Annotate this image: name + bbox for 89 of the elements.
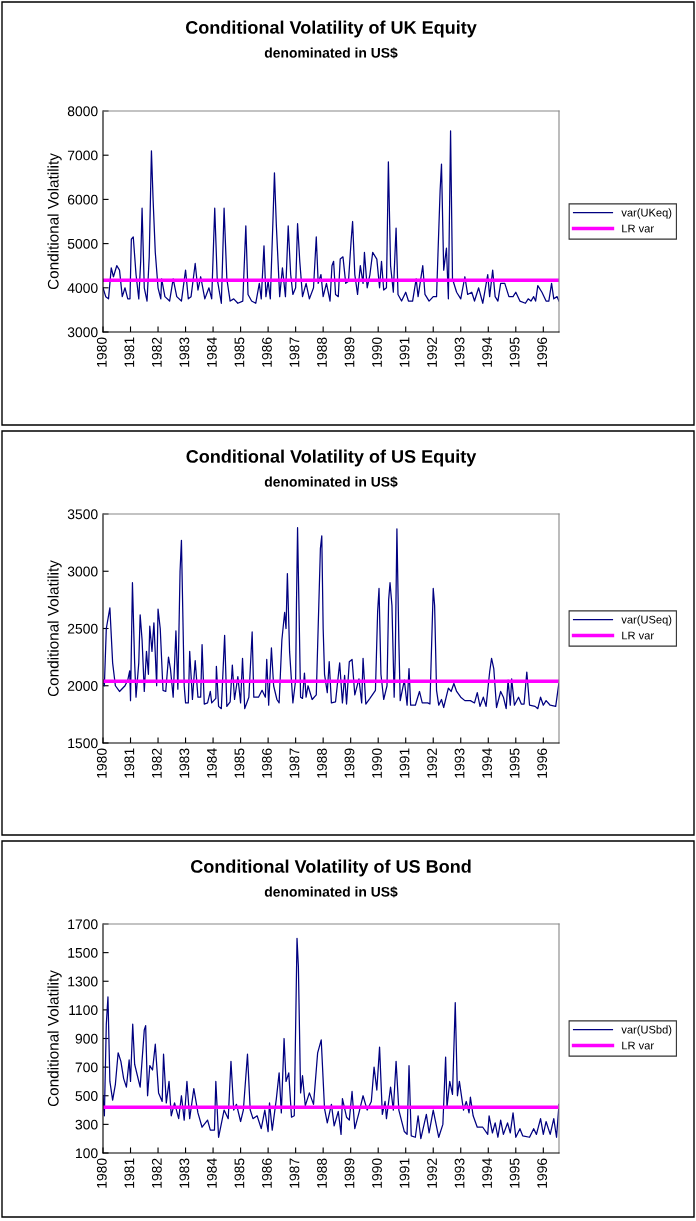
x-tick-label: 1989 xyxy=(344,748,355,778)
line-series xyxy=(103,130,559,304)
x-tick-label: 1985 xyxy=(234,1158,245,1188)
x-tick-label: 1980 xyxy=(96,1158,107,1188)
x-tick-label: 1983 xyxy=(179,748,190,778)
y-tick-label: 500 xyxy=(75,1091,98,1101)
x-tick-label: 1987 xyxy=(289,337,300,367)
y-tick-label: 2500 xyxy=(67,623,98,634)
x-tick-label: 1986 xyxy=(262,748,272,778)
legend-label: var(USbd) xyxy=(621,1025,672,1036)
x-tick-label: 1992 xyxy=(427,748,437,778)
x-tick-label: 1982 xyxy=(151,748,162,778)
legend-label: var(USeq) xyxy=(621,615,672,626)
x-tick-label: 1980 xyxy=(96,337,107,367)
y-tick-label: 6000 xyxy=(67,194,98,205)
x-tick-label: 1984 xyxy=(206,748,217,778)
x-tick-label: 1990 xyxy=(372,748,382,778)
x-tick-label: 1991 xyxy=(399,748,410,778)
x-tick-label: 1995 xyxy=(509,1158,520,1188)
x-tick-label: 1982 xyxy=(151,1158,162,1188)
x-tick-label: 1995 xyxy=(509,337,520,367)
x-tick-label: 1993 xyxy=(454,1158,465,1188)
x-tick-label: 1990 xyxy=(372,1158,382,1188)
y-tick-label: 1300 xyxy=(68,976,98,987)
x-tick-label: 1983 xyxy=(179,337,190,367)
y-tick-label: 8000 xyxy=(67,106,98,117)
x-tick-label: 1987 xyxy=(289,748,300,778)
y-tick-label: 2000 xyxy=(67,681,98,691)
y-tick-label: 1100 xyxy=(69,1005,98,1016)
x-tick-label: 1988 xyxy=(317,1158,327,1188)
y-tick-label: 3000 xyxy=(67,327,98,338)
y-axis-title: Conditional Volatility xyxy=(47,153,62,290)
y-axis-title: Conditional Volatility xyxy=(47,970,62,1107)
x-tick-label: 1996 xyxy=(537,337,548,367)
chart-subtitle: denominated in US$ xyxy=(264,886,398,898)
x-tick-label: 1981 xyxy=(124,1158,135,1188)
y-tick-label: 7000 xyxy=(67,150,98,161)
x-tick-label: 1986 xyxy=(262,1158,272,1188)
y-tick-label: 700 xyxy=(75,1062,98,1073)
y-tick-label: 100 xyxy=(76,1148,98,1159)
x-tick-label: 1988 xyxy=(317,337,327,367)
x-tick-label: 1993 xyxy=(454,748,465,778)
x-tick-label: 1981 xyxy=(124,337,135,367)
x-tick-label: 1988 xyxy=(317,748,327,778)
x-tick-label: 1991 xyxy=(399,1158,410,1188)
x-tick-label: 1991 xyxy=(399,337,410,367)
chart-title: Conditional Volatility of UK Equity xyxy=(185,20,477,38)
y-tick-label: 900 xyxy=(75,1033,98,1044)
x-tick-label: 1981 xyxy=(124,748,135,778)
x-tick-label: 1984 xyxy=(206,337,217,367)
x-tick-label: 1982 xyxy=(151,337,162,367)
x-tick-label: 1985 xyxy=(234,337,245,367)
x-tick-label: 1983 xyxy=(179,1158,190,1188)
legend-label: LR var xyxy=(622,631,654,640)
y-axis-title: Conditional Volatility xyxy=(47,560,62,697)
x-tick-label: 1987 xyxy=(289,1158,300,1188)
legend-label: LR var xyxy=(622,1041,654,1050)
legend-label: LR var xyxy=(622,224,654,233)
y-tick-label: 3500 xyxy=(67,509,98,520)
x-tick-label: 1989 xyxy=(344,337,355,367)
x-tick-label: 1992 xyxy=(427,1158,437,1188)
y-tick-label: 1500 xyxy=(68,947,98,958)
x-tick-label: 1995 xyxy=(509,748,520,778)
x-tick-label: 1994 xyxy=(482,1158,492,1188)
x-tick-label: 1996 xyxy=(537,1158,548,1188)
x-tick-label: 1994 xyxy=(482,748,492,778)
x-tick-label: 1986 xyxy=(262,337,272,367)
legend-label: var(UKeq) xyxy=(621,208,672,219)
x-tick-label: 1992 xyxy=(427,337,437,367)
chart-title: Conditional Volatility of US Equity xyxy=(186,449,477,467)
chart-subtitle: denominated in US$ xyxy=(264,476,398,488)
y-tick-label: 1700 xyxy=(68,919,98,930)
x-tick-label: 1980 xyxy=(96,748,107,778)
x-tick-label: 1984 xyxy=(206,1158,217,1188)
x-tick-label: 1990 xyxy=(372,337,382,367)
y-tick-label: 4000 xyxy=(67,283,98,293)
chart-title: Conditional Volatility of US Bond xyxy=(190,859,471,877)
y-tick-label: 5000 xyxy=(67,238,98,249)
x-tick-label: 1993 xyxy=(454,337,465,367)
x-tick-label: 1985 xyxy=(234,748,245,778)
line-series xyxy=(103,937,559,1140)
y-tick-label: 3000 xyxy=(67,566,98,577)
chart-subtitle: denominated in US$ xyxy=(264,47,398,59)
x-tick-label: 1989 xyxy=(344,1158,355,1188)
x-tick-label: 1996 xyxy=(537,748,548,778)
y-tick-label: 1500 xyxy=(68,738,98,749)
line-series xyxy=(103,527,559,710)
x-tick-label: 1994 xyxy=(482,337,492,367)
y-tick-label: 300 xyxy=(75,1119,98,1130)
